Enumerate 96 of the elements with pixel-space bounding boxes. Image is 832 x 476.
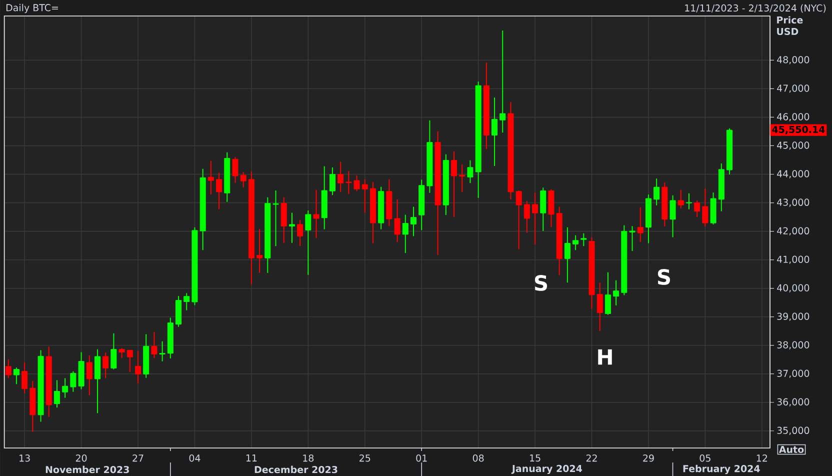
x-tick-label: 05 [700,454,710,462]
candlestick [126,349,133,373]
x-tick-label: 01 [416,454,427,462]
x-tick-label: 27 [132,454,144,462]
annotation: H [598,349,612,365]
candlestick [54,380,60,408]
y-tick-label: 36,000 [777,398,810,406]
candlestick [354,174,360,192]
y-tick-label: 46,000 [777,113,810,122]
candlestick [208,160,214,195]
candlestick [670,194,676,238]
candlestick [540,187,546,232]
text: January 2024 [511,464,582,474]
candlestick [678,189,684,209]
x-tick-label: 12 [756,454,767,462]
candlestick [637,206,644,243]
candlestick [62,378,68,398]
candlestick [532,192,538,245]
annotation: S [534,275,548,291]
candlestick [564,226,570,284]
candlestick [159,340,166,362]
candlestick [346,170,352,194]
candlestick [94,348,100,414]
y-tick-label: 35,000 [777,426,810,435]
candlestick [654,178,660,206]
candlestick [232,156,238,184]
candlestick [492,97,498,166]
x-tick-label: 11 [246,454,257,462]
candlestick [548,188,554,228]
x-tick-label: 20 [76,454,87,462]
y-tick-label: 39,000 [777,312,810,321]
y-tick-label: 47,000 [777,84,810,93]
y-tick-label: 41,000 [777,256,810,264]
candlestick [102,352,109,379]
candlestick [5,358,12,379]
candlestick [297,219,304,247]
x-tick-label: 25 [360,454,370,462]
x-tick-label: 04 [189,454,200,462]
candlestick [572,234,579,251]
candlestick [580,232,587,247]
x-tick-label: 18 [303,454,314,462]
candlestick [459,164,466,192]
candlestick [272,190,279,247]
x-tick-label: 15 [530,454,540,462]
candlestick [410,206,416,237]
candlestick [256,228,263,274]
y-tick-label: 42,000 [777,227,810,236]
candlestick [216,172,222,210]
candlestick [118,348,125,359]
y-tick-label: 43,000 [777,198,810,207]
text: February 2024 [683,464,760,474]
candlestick [280,196,287,244]
candlestick [596,282,603,332]
candlestick [402,214,408,254]
candlestick [694,200,700,218]
y-tick-label: 37,000 [777,370,810,378]
x-tick-label: 13 [20,454,30,462]
text: November 2023 [46,466,129,474]
y-tick-label: 48,000 [777,56,810,64]
y-tick-label: 45,000 [777,142,810,150]
candlestick [629,226,636,252]
candlestick [329,166,336,196]
y-tick-label: 44,000 [777,170,810,178]
candlestick [13,367,20,385]
candlestick [604,272,611,316]
candlestick [362,178,368,214]
candlestick [135,350,142,384]
candlestick [686,192,692,210]
candlestick [702,188,708,227]
candlestick [184,292,190,311]
text: December 2023 [254,466,338,474]
candlestick [86,354,92,396]
text: Auto [778,446,804,454]
candlestick [613,280,620,306]
x-tick-label: 08 [472,454,484,462]
x-tick-label: 22 [586,454,597,462]
candlestick [451,150,458,218]
x-tick-label: 29 [643,454,654,462]
annotation: S [658,269,670,285]
chart-title: Daily BTC= [6,4,58,14]
candlestick [151,331,158,359]
candlestick [22,362,28,394]
candlestick [524,200,530,234]
candlestick [110,332,117,370]
y-tick-label: 40,000 [777,284,810,292]
y-axis-title: Price USD [777,16,803,36]
candlestick [305,210,312,276]
text: 45,550.14 [772,126,825,134]
candlestick [313,189,320,239]
candlestick [240,171,246,188]
candlestick [288,212,295,244]
chart-subtitle: 11/11/2023 - 2/13/2024 (NYC) [685,4,826,13]
candlestick [176,296,182,328]
candlestick [500,30,506,134]
candlestick [338,161,344,192]
y-tick-label: 38,000 [777,341,810,350]
